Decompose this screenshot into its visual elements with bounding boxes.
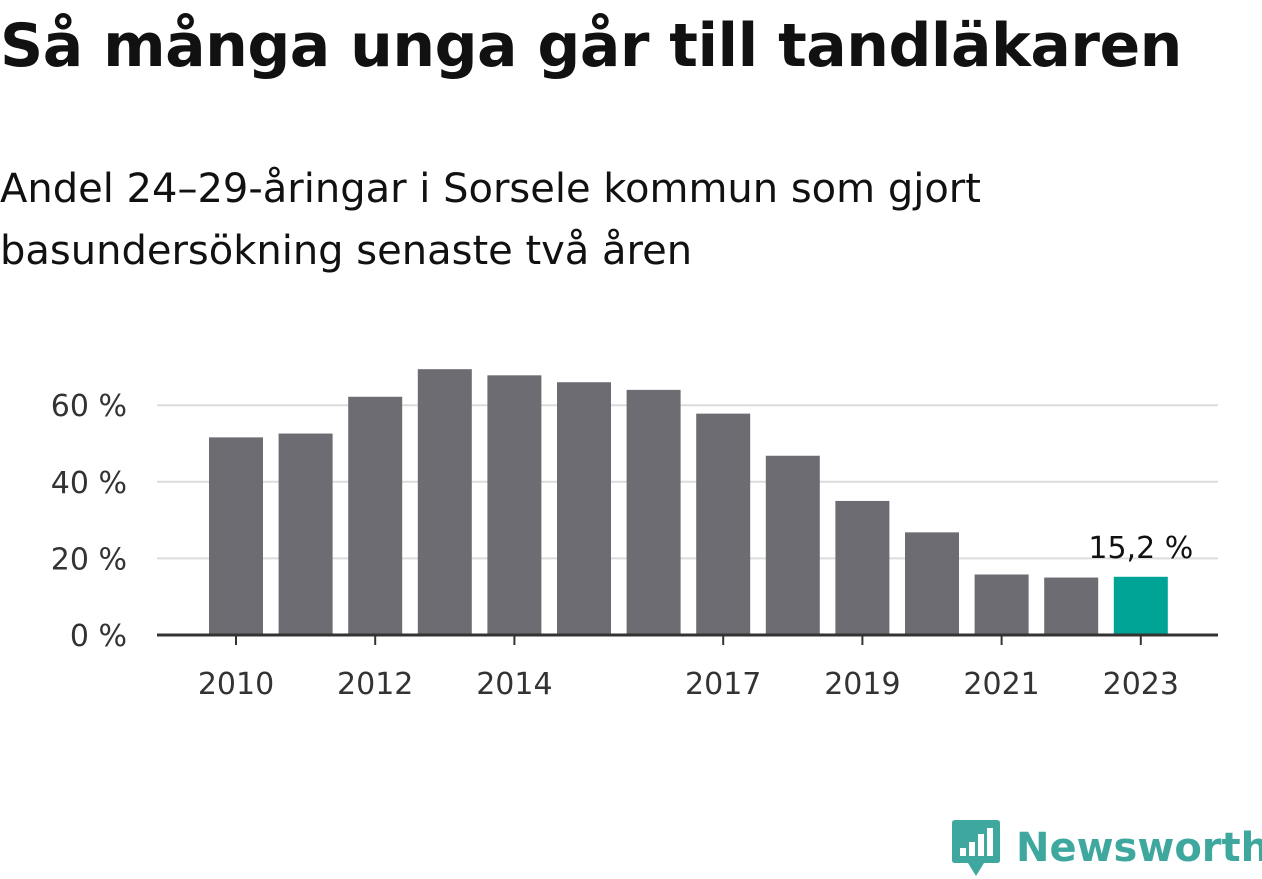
- brand-name: Newsworthy: [1016, 825, 1262, 871]
- bar: [348, 396, 403, 635]
- bar: [557, 382, 611, 635]
- newsworthy-brand: Newsworthy: [950, 818, 1262, 878]
- x-tick-label: 2014: [476, 667, 552, 702]
- x-tick-label: 2017: [685, 667, 761, 702]
- bar: [974, 574, 1029, 635]
- x-tick-label: 2023: [1103, 667, 1179, 702]
- bar: [696, 413, 751, 635]
- bar: [835, 500, 890, 635]
- bar: [487, 375, 542, 635]
- bar: [417, 369, 472, 635]
- value-label: 15,2 %: [1088, 531, 1193, 566]
- x-tick-label: 2021: [963, 667, 1039, 702]
- chart-title: Så många unga går till tandläkaren: [0, 11, 1182, 81]
- y-tick-label: 60 %: [51, 389, 127, 424]
- bar: [1044, 577, 1099, 635]
- x-tick-label: 2019: [824, 667, 900, 702]
- y-tick-label: 20 %: [51, 542, 127, 577]
- bar: [1113, 576, 1168, 635]
- x-tick-label: 2012: [337, 667, 413, 702]
- bar: [209, 437, 263, 635]
- newsworthy-logo-icon: [952, 820, 1000, 876]
- bar: [278, 433, 333, 635]
- chart-subtitle: Andel 24–29-åringar i Sorsele kommun som…: [0, 166, 981, 274]
- y-tick-label: 0 %: [70, 619, 127, 654]
- bar: [765, 455, 820, 635]
- bar: [626, 389, 681, 635]
- x-tick-label: 2010: [198, 667, 274, 702]
- y-tick-label: 40 %: [51, 466, 127, 501]
- bar: [905, 532, 959, 635]
